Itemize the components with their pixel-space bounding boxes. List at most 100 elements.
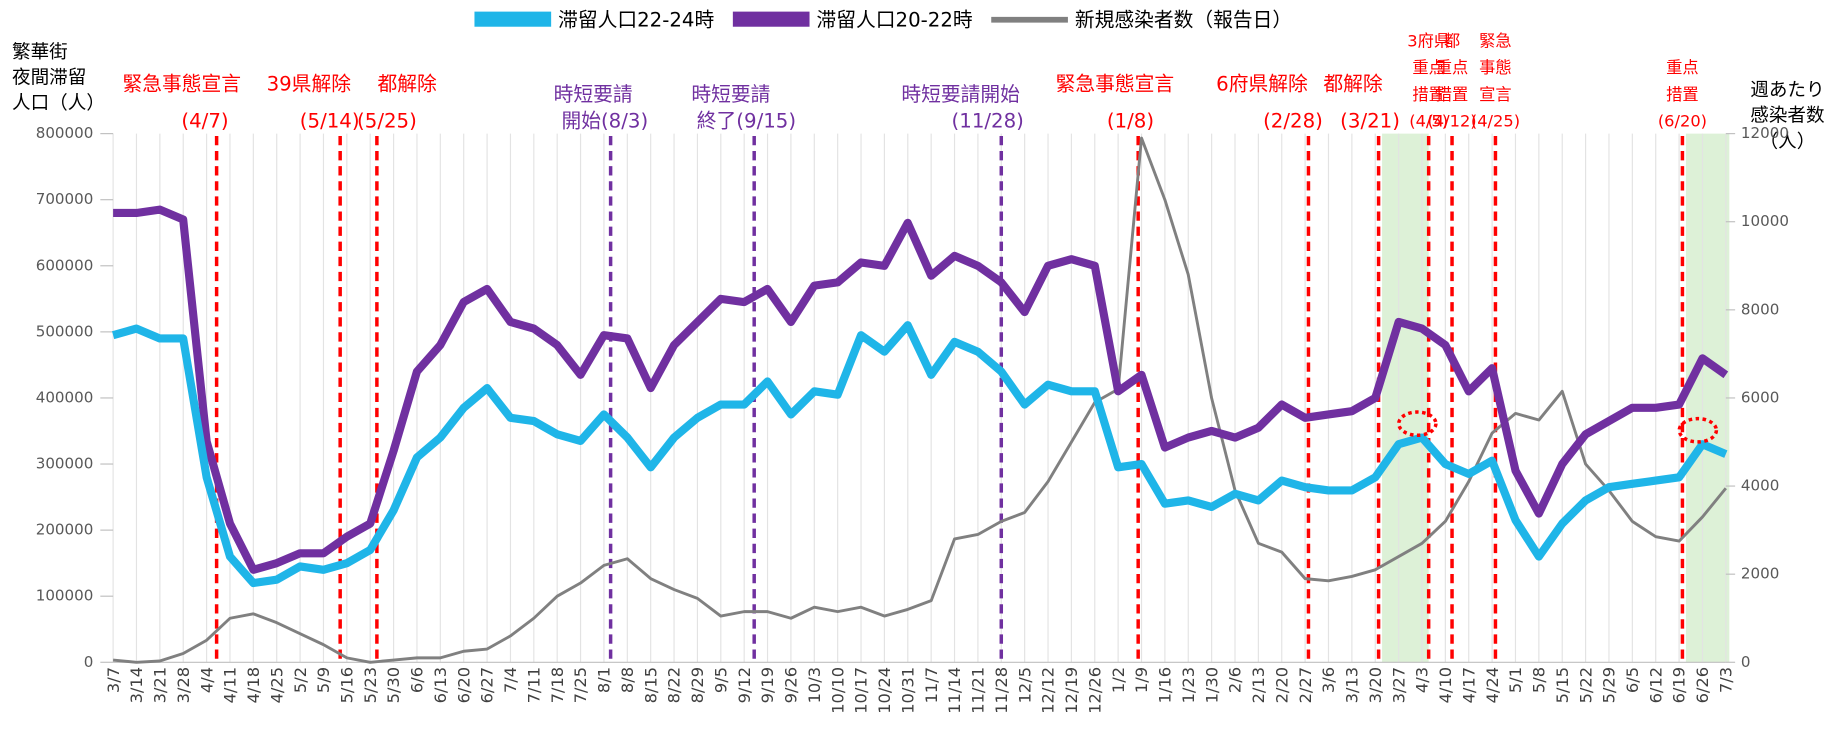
event-label: 39県解除 xyxy=(267,72,352,95)
x-tick-label: 2/20 xyxy=(1272,667,1291,704)
event-label: 重点 xyxy=(1412,58,1445,77)
x-tick-label: 10/24 xyxy=(875,667,894,714)
x-tick-label: 2/13 xyxy=(1249,667,1268,704)
event-label: 措置 xyxy=(1436,85,1469,104)
event-label: 終了(9/15) xyxy=(697,110,796,133)
x-tick-label: 9/19 xyxy=(758,667,777,704)
y-tick-label: 800000 xyxy=(36,124,94,142)
y-axis-title: 繁華街 xyxy=(12,42,68,63)
x-tick-label: 6/19 xyxy=(1670,667,1689,704)
x-tick-label: 6/12 xyxy=(1646,667,1665,704)
event-label: 時短要請開始 xyxy=(901,83,1020,106)
x-tick-label: 12/26 xyxy=(1085,667,1104,714)
y-tick-label: 700000 xyxy=(36,190,94,208)
event-label: 都解除 xyxy=(1323,72,1383,95)
event-label: 緊急事態宣言 xyxy=(123,72,242,95)
x-tick-label: 10/10 xyxy=(828,667,847,714)
legend-swatch xyxy=(732,11,810,27)
x-tick-label: 1/30 xyxy=(1202,667,1221,704)
event-label: (11/28) xyxy=(952,110,1024,133)
legend-label: 新規感染者数（報告日） xyxy=(1075,8,1292,31)
y-tick-label: 300000 xyxy=(36,455,94,473)
event-label: (3/21) xyxy=(1340,110,1400,133)
event-label: (4/25) xyxy=(1471,112,1520,131)
event-label: 6府県解除 xyxy=(1216,72,1308,95)
x-tick-label: 1/16 xyxy=(1156,667,1175,704)
x-tick-label: 4/18 xyxy=(244,667,263,704)
x-tick-label: 11/7 xyxy=(922,667,941,704)
legend-label: 滞留人口20-22時 xyxy=(817,8,973,31)
x-tick-label: 8/22 xyxy=(665,667,684,704)
y2-axis-title: 週あたり xyxy=(1750,80,1824,101)
y2-tick-label: 2000 xyxy=(1741,565,1779,583)
x-tick-label: 1/23 xyxy=(1179,667,1198,704)
y2-tick-label: 12000 xyxy=(1741,124,1789,142)
shaded-period xyxy=(1382,133,1429,663)
x-tick-label: 3/27 xyxy=(1389,667,1408,704)
x-tick-label: 5/9 xyxy=(314,667,333,693)
highlight xyxy=(1397,410,1438,438)
x-tick-label: 7/3 xyxy=(1716,667,1735,693)
x-tick-label: 6/5 xyxy=(1623,667,1642,693)
event-label: (2/28) xyxy=(1263,110,1323,133)
event-label: 宣言 xyxy=(1479,85,1512,104)
x-tick-label: 3/14 xyxy=(127,667,146,704)
event-label: 都 xyxy=(1444,31,1460,50)
x-tick-label: 4/24 xyxy=(1483,667,1502,704)
x-tick-label: 11/21 xyxy=(969,667,988,714)
x-tick-label: 6/13 xyxy=(431,667,450,704)
y2-axis-title: 感染者数 xyxy=(1750,106,1825,127)
x-tick-label: 10/31 xyxy=(898,667,917,714)
event-label: 時短要請 xyxy=(554,83,633,106)
event-label: 3府県 xyxy=(1407,31,1450,50)
event-label: (4/7) xyxy=(181,110,228,133)
event-label: 時短要請 xyxy=(691,83,770,106)
y-tick-label: 500000 xyxy=(36,322,94,340)
event-label: (5/14) xyxy=(300,110,360,133)
y2-tick-label: 10000 xyxy=(1741,212,1789,230)
x-tick-label: 6/26 xyxy=(1693,667,1712,704)
x-tick-label: 12/19 xyxy=(1062,667,1081,714)
y2-tick-label: 6000 xyxy=(1741,388,1779,406)
series-line xyxy=(112,136,1727,664)
x-tick-label: 5/29 xyxy=(1600,667,1619,704)
y-tick-label: 100000 xyxy=(36,587,94,605)
x-tick-label: 7/11 xyxy=(524,667,543,704)
x-tick-label: 1/2 xyxy=(1109,667,1128,693)
x-tick-label: 5/30 xyxy=(384,667,403,704)
series-line xyxy=(112,321,1728,588)
y-tick-label: 0 xyxy=(84,653,94,671)
highlight xyxy=(1677,416,1719,444)
y2-tick-label: 4000 xyxy=(1741,477,1779,495)
event-label: (5/25) xyxy=(357,110,417,133)
x-tick-label: 9/12 xyxy=(735,667,754,704)
x-tick-label: 9/26 xyxy=(782,667,801,704)
x-tick-label: 3/13 xyxy=(1343,667,1362,704)
x-tick-label: 5/23 xyxy=(361,667,380,704)
y-axis-title: 夜間滞留 xyxy=(12,67,86,88)
event-label: 開始(8/3) xyxy=(561,110,648,133)
x-tick-label: 2/6 xyxy=(1226,667,1245,693)
x-tick-label: 12/5 xyxy=(1015,667,1034,704)
event-label: 措置 xyxy=(1412,85,1445,104)
x-tick-label: 4/17 xyxy=(1459,667,1478,704)
event-label: 事態 xyxy=(1479,58,1512,77)
x-tick-label: 8/1 xyxy=(595,667,614,693)
x-tick-label: 5/8 xyxy=(1530,667,1549,693)
x-tick-label: 8/15 xyxy=(641,667,660,704)
event-label: 措置 xyxy=(1666,85,1699,104)
event-label: 重点 xyxy=(1666,58,1699,77)
x-tick-label: 5/16 xyxy=(337,667,356,704)
y2-tick-label: 8000 xyxy=(1741,300,1779,318)
event-label: 重点 xyxy=(1436,58,1469,77)
x-tick-label: 7/25 xyxy=(571,667,590,704)
legend-label: 滞留人口22-24時 xyxy=(558,8,714,31)
event-label: (6/20) xyxy=(1658,112,1707,131)
event-label: (1/8) xyxy=(1107,110,1154,133)
x-tick-label: 3/6 xyxy=(1319,667,1338,693)
x-tick-label: 12/12 xyxy=(1039,667,1058,714)
x-tick-label: 5/22 xyxy=(1576,667,1595,704)
x-tick-label: 4/3 xyxy=(1413,667,1432,693)
